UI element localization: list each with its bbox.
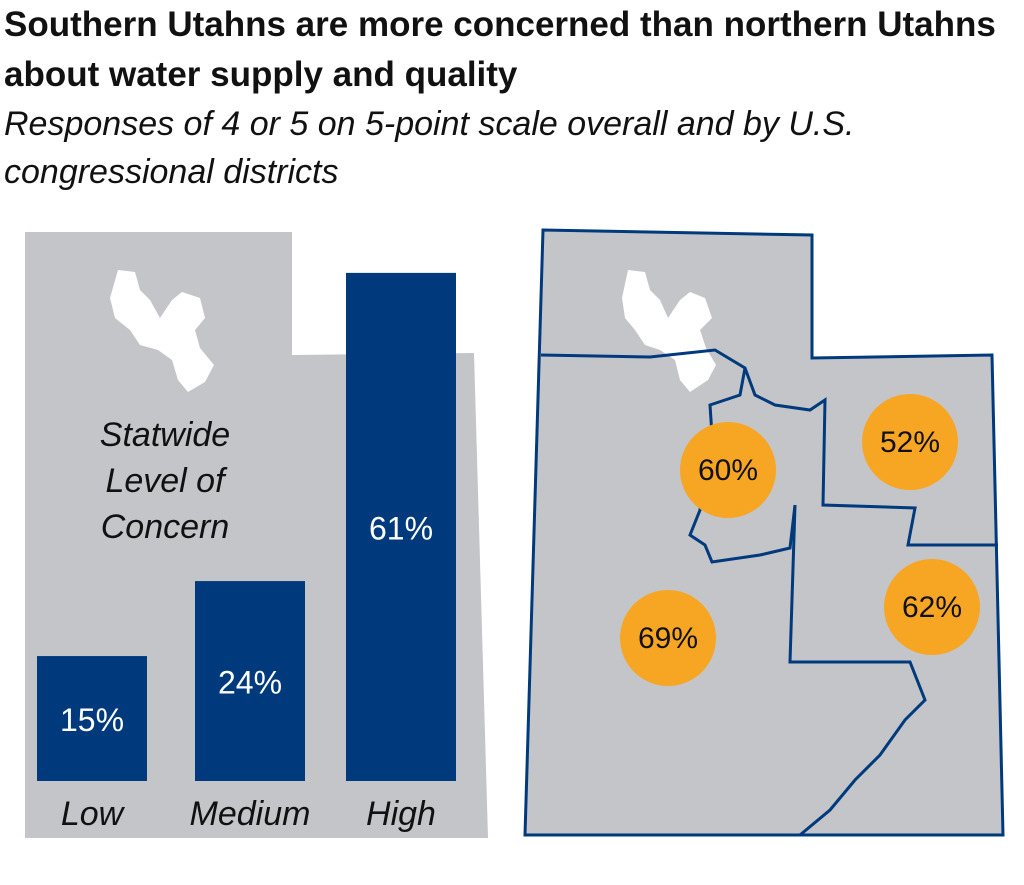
bar bbox=[37, 656, 147, 781]
bar bbox=[346, 272, 456, 781]
district-bubble bbox=[680, 422, 776, 518]
district-label: 69% bbox=[638, 622, 698, 655]
subtitle: Responses of 4 or 5 on 5-point scale ove… bbox=[4, 105, 855, 191]
bar bbox=[195, 581, 305, 781]
category-label: High bbox=[366, 795, 436, 833]
great-salt-lake bbox=[622, 270, 716, 392]
district-border bbox=[688, 367, 797, 564]
district-border bbox=[540, 348, 998, 547]
district-borders bbox=[540, 348, 998, 837]
utah-map bbox=[523, 228, 1005, 837]
district-label: 60% bbox=[698, 454, 758, 487]
title: Southern Utahns are more concerned than … bbox=[4, 5, 996, 94]
district-bubble bbox=[884, 559, 980, 655]
bar-chart-title: Statwide Level of Concern bbox=[99, 416, 231, 546]
value-label: 61% bbox=[369, 510, 433, 546]
great-salt-lake bbox=[110, 270, 214, 392]
district-bubble bbox=[620, 590, 716, 686]
district-bubble bbox=[862, 394, 958, 490]
category-label: Low bbox=[61, 795, 126, 833]
value-label: 24% bbox=[218, 664, 282, 700]
district-border bbox=[788, 504, 927, 837]
district-label: 52% bbox=[880, 426, 940, 459]
category-label: Medium bbox=[190, 795, 311, 833]
district-label: 62% bbox=[902, 591, 962, 624]
value-label: 15% bbox=[60, 702, 124, 738]
